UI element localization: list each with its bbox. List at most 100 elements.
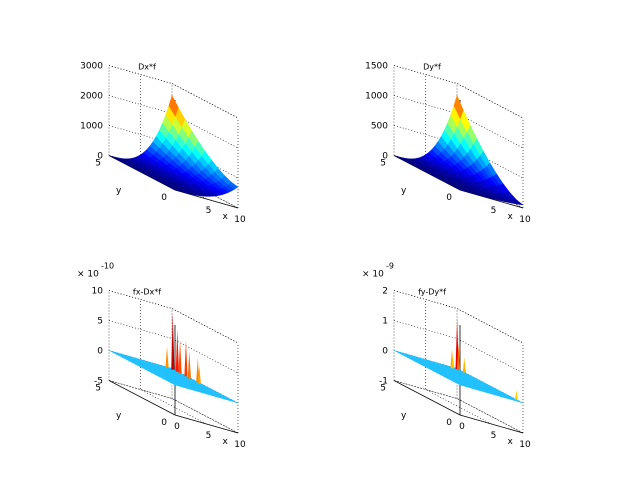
grid-z-line [108,125,239,179]
z-exponent: -9 [386,262,394,271]
y-tick-label: 5 [380,159,386,169]
floor-axes [393,380,524,434]
grid-top-edge [456,308,524,344]
x-tick-labels: 5 10 [491,206,531,225]
x-tick-labels: 5 10 [206,206,246,225]
y-tick-label: 0 [446,418,452,428]
x-tick-labels: 0 5 10 [174,422,246,450]
z-tick-label: 0 [382,152,388,162]
y-tick-labels: 05 [380,384,452,429]
surface-spike [456,343,461,371]
z-tick-label: 2000 [80,92,103,102]
z-tick-label: 5 [97,317,103,327]
x-tick-label: 10 [234,440,246,450]
grid-z-line [108,380,239,434]
surface-patch [228,398,239,404]
grid-z-line [393,95,524,149]
z-tick-label: 500 [371,122,388,132]
x-tick-label: 5 [491,206,497,216]
grid-top-edge [171,83,239,119]
z-tick-labels: -5 0 5 10 [92,287,104,387]
z-tick-label: 1 [382,317,388,327]
surface-spike [187,351,191,379]
z-tick-label: 0 [97,347,103,357]
grid-x-line [140,299,207,425]
y-tick-labels: 05 [380,159,452,204]
surface-spike [184,340,188,377]
subplot-title: Dy*f [423,63,441,72]
x-tick-label: 0 [174,422,180,432]
z-multiplier: × 10 [362,270,384,280]
x-tick-label: 5 [206,206,212,216]
y-tick-label: 0 [446,193,452,203]
y-tick-label: 0 [161,418,167,428]
grid-z-line [393,65,524,119]
y-tick-label: 5 [380,384,386,394]
floor-back [108,155,239,209]
surface [108,94,239,197]
x-tick-label: 10 [519,440,531,450]
z-tick-labels: 0 500 1000 1500 [365,62,388,162]
y-tick-labels: 05 [95,159,167,204]
grid-z-line [108,95,239,149]
x-tick-label: 10 [519,215,531,225]
y-tick-label: 5 [95,159,101,169]
y-tick-label: 0 [161,193,167,203]
surface-spike [514,390,518,400]
x-axis-label: x [223,437,229,447]
grid-z-line [393,290,524,344]
grid-x-line [425,299,492,425]
subplot-title: fy-Dy*f [418,288,446,297]
y-axis-label: y [116,186,122,196]
x-axis-label: x [508,212,514,222]
surface-spike [462,357,466,373]
x-tick-label: 0 [459,422,465,432]
surface-spike [175,329,179,372]
x-tick-label: 5 [206,431,212,441]
floor-axes [108,380,239,434]
z-tick-label: 1000 [365,92,388,102]
surface-spike [171,312,175,370]
surface-spike [197,365,201,384]
z-tick-label: 0 [97,152,103,162]
y-axis-label: y [401,186,407,196]
x-axis-label: x [223,212,229,222]
surface-spike [165,346,169,368]
z-tick-label: 10 [92,287,104,297]
surface-patch [227,181,239,190]
y-tick-labels: 05 [95,384,167,429]
z-tick-labels: 0 1000 2000 3000 [80,62,103,162]
grid-z-line [393,125,524,179]
surface-spike [178,340,182,374]
z-tick-label: -5 [94,377,103,387]
z-tick-label: 1500 [365,62,388,72]
x-tick-label: 5 [491,431,497,441]
grid-z-line [108,290,239,344]
grid-z-line [393,320,524,374]
z-tick-label: -1 [379,377,388,387]
surface [393,94,524,206]
floor-back [108,380,239,434]
x-tick-label: 10 [234,215,246,225]
z-multiplier: × 10 [77,270,99,280]
z-tick-label: 3000 [80,62,103,72]
grid-z-line [108,320,239,374]
z-exponent: -10 [101,262,114,271]
z-tick-label: 1000 [80,122,103,132]
grid-z-line [108,65,239,119]
y-axis-label: y [116,411,122,421]
floor-back [393,380,524,434]
grid-top-edge [456,83,524,119]
subplot-title: Dx*f [138,63,156,72]
surface [393,318,524,404]
grid-z-line [393,380,524,434]
surface [108,312,239,404]
surface-spike [451,356,455,369]
grid-top-edge [171,308,239,344]
x-axis-label: x [508,437,514,447]
